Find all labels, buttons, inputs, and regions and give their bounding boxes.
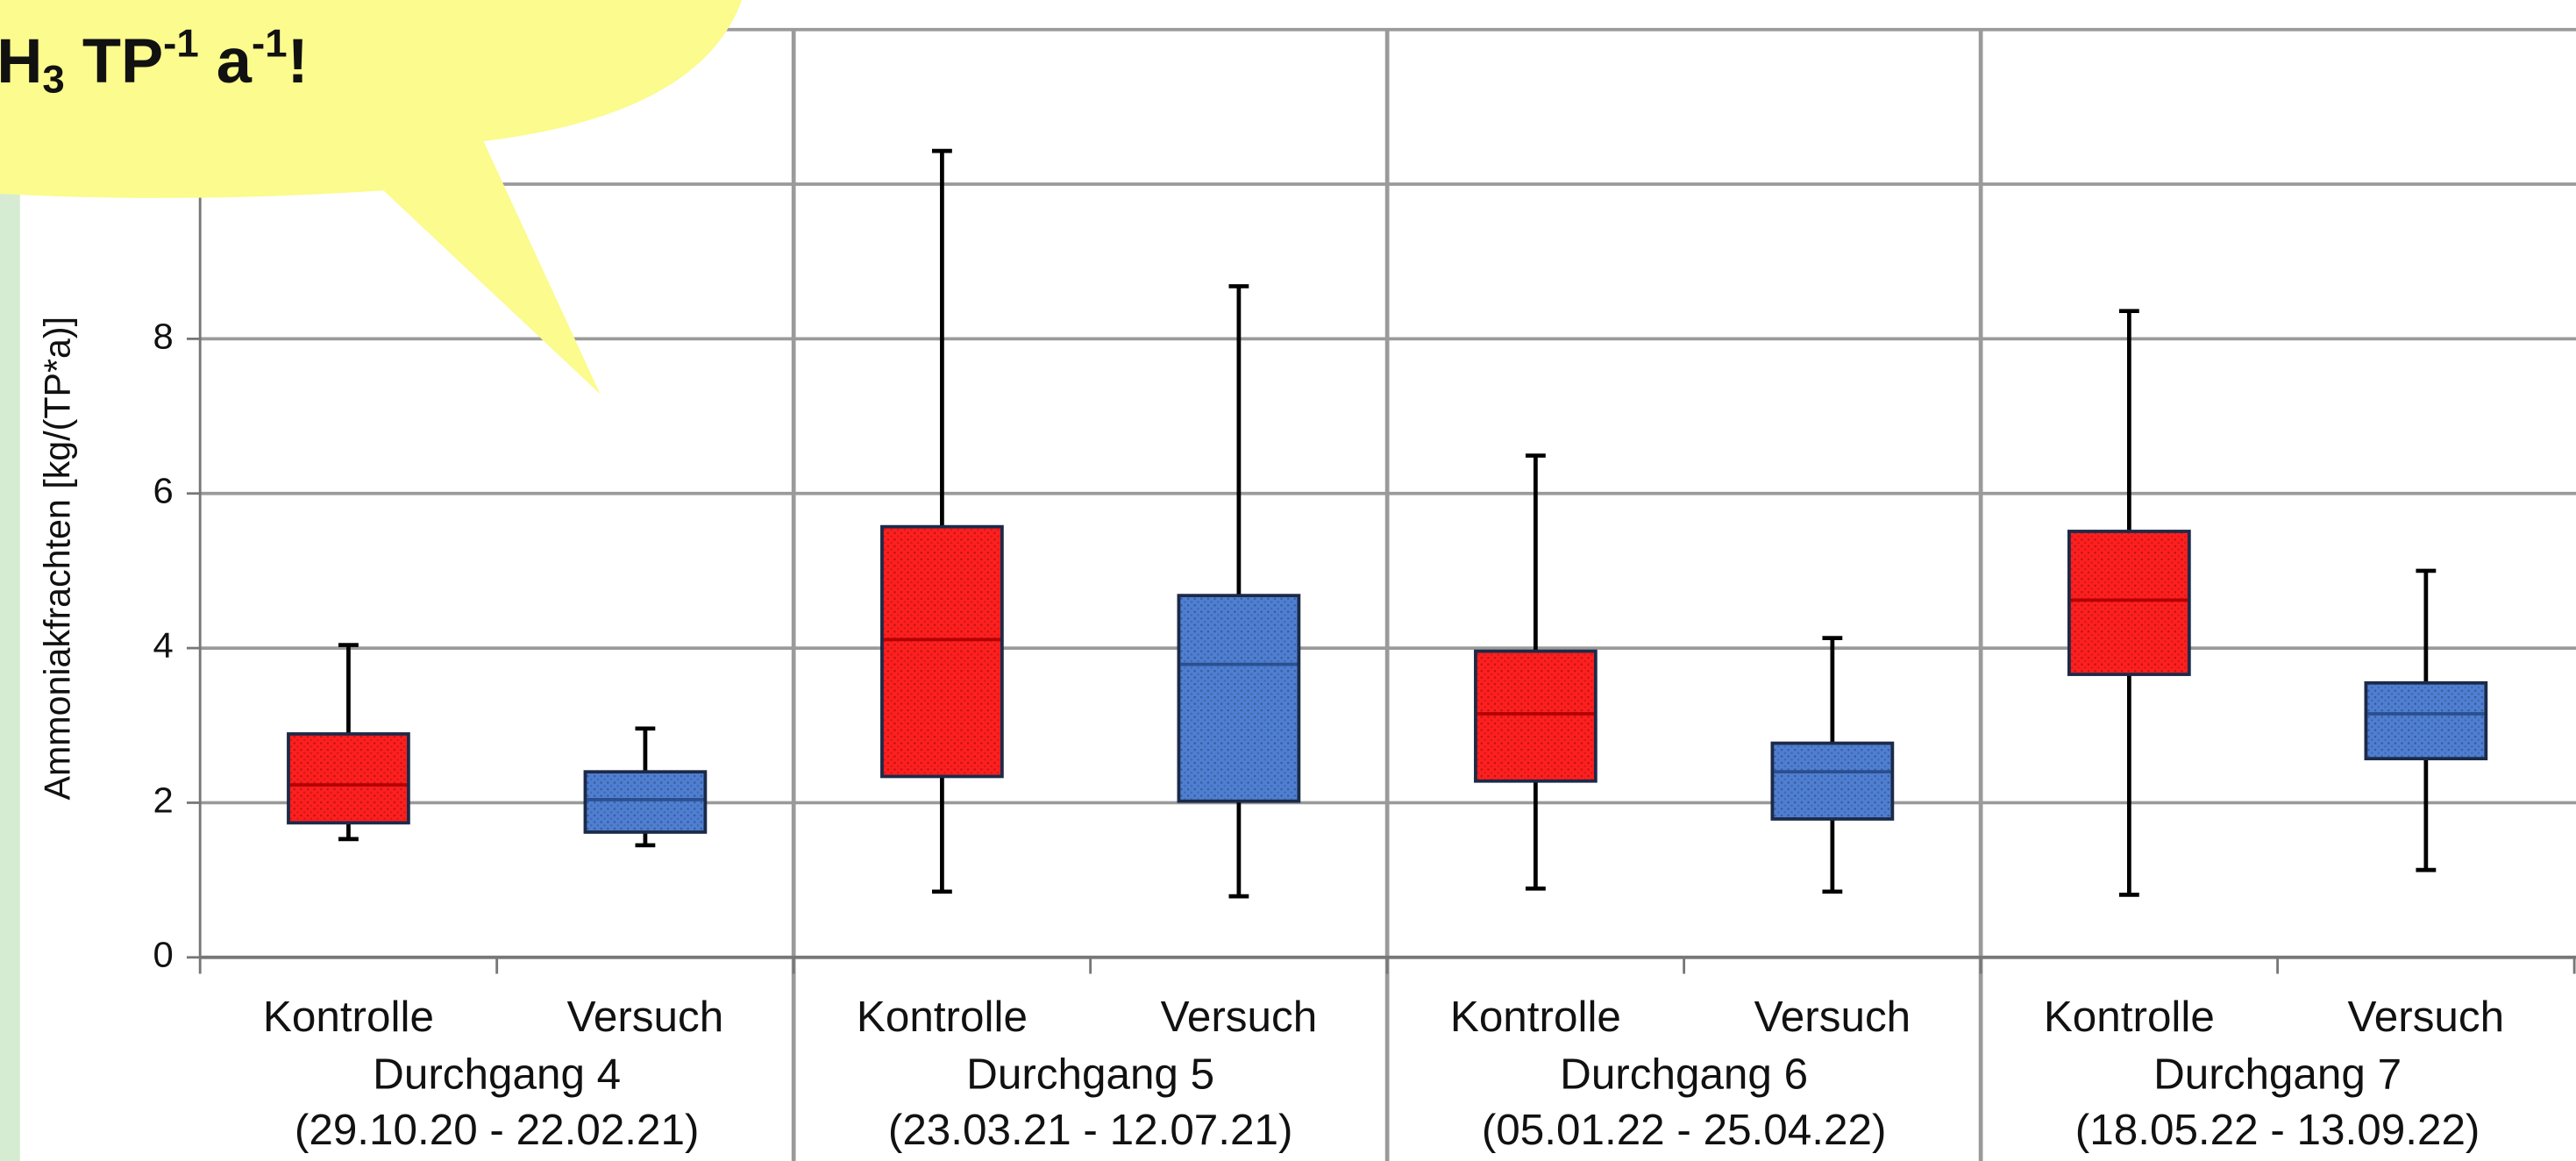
group-label: Durchgang 7 bbox=[2153, 1051, 2402, 1099]
page: {"chart_data": {"type": "box", "y_label"… bbox=[0, 0, 2576, 1161]
category-label: Kontrolle bbox=[263, 994, 434, 1041]
y-tick-label: 2 bbox=[153, 780, 173, 821]
box-texture bbox=[1180, 597, 1297, 800]
y-axis-label: Ammoniakfrachten [kg/(TP*a)] bbox=[36, 317, 77, 801]
annotation-sup: -1 bbox=[163, 21, 199, 66]
annotation-sup: -1 bbox=[252, 21, 288, 66]
annotation-part: ! bbox=[288, 26, 309, 96]
y-tick-label: 0 bbox=[153, 934, 173, 975]
y-tick-label: 4 bbox=[153, 624, 173, 666]
category-label: Kontrolle bbox=[2044, 994, 2215, 1041]
group-label: Durchgang 5 bbox=[966, 1051, 1214, 1099]
category-label: Versuch bbox=[567, 994, 724, 1041]
box-texture bbox=[290, 736, 407, 822]
category-label: Versuch bbox=[1754, 994, 1911, 1041]
chart: Ammoniakfrachten [kg/(TP*a)] 024681012Du… bbox=[0, 0, 2576, 1161]
group-period: (05.01.22 - 25.04.22) bbox=[1482, 1107, 1887, 1154]
group-period: (23.03.21 - 12.07.21) bbox=[888, 1107, 1293, 1154]
annotation-part: a bbox=[199, 26, 253, 96]
box-texture bbox=[1477, 652, 1594, 779]
y-tick-label: 8 bbox=[153, 316, 173, 357]
category-label: Kontrolle bbox=[857, 994, 1028, 1041]
y-tick-label: 6 bbox=[153, 470, 173, 511]
annotation-sub: 3 bbox=[42, 57, 64, 102]
category-label: Versuch bbox=[1161, 994, 1318, 1041]
group-label: Durchgang 4 bbox=[373, 1051, 621, 1099]
callout: H3 TP-1 a-1! bbox=[0, 0, 742, 394]
box-texture bbox=[1774, 744, 1890, 817]
box-texture bbox=[884, 529, 1000, 775]
annotation-part: H bbox=[0, 26, 42, 96]
group-label: Durchgang 6 bbox=[1560, 1051, 1808, 1099]
category-label: Kontrolle bbox=[1450, 994, 1621, 1041]
box-texture bbox=[2367, 685, 2484, 758]
category-label: Versuch bbox=[2348, 994, 2505, 1041]
group-period: (18.05.22 - 13.09.22) bbox=[2075, 1107, 2480, 1154]
group-period: (29.10.20 - 22.02.21) bbox=[295, 1107, 700, 1154]
annotation-part: TP bbox=[65, 26, 163, 96]
box-texture bbox=[587, 773, 703, 830]
box-texture bbox=[2071, 533, 2188, 673]
